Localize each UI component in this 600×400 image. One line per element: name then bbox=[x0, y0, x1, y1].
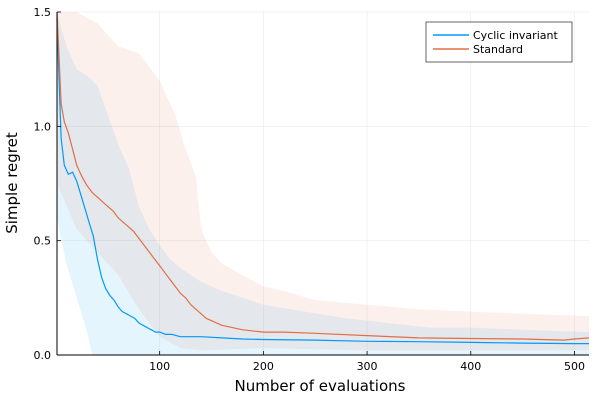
band-series-0 bbox=[57, 12, 589, 355]
y-tick-label: 1.0 bbox=[34, 120, 52, 133]
x-tick-label: 200 bbox=[253, 360, 274, 373]
x-ticks: 100 200 300 400 500 bbox=[149, 351, 585, 373]
x-tick-label: 300 bbox=[357, 360, 378, 373]
confidence-bands bbox=[57, 12, 589, 355]
line-series-1 bbox=[56, 11, 590, 341]
y-ticks: 0.0 0.5 1.0 1.5 bbox=[34, 6, 61, 362]
legend: Cyclic invariant Standard bbox=[425, 21, 573, 63]
legend-label-standard: Standard bbox=[473, 43, 523, 56]
y-tick-label: 0.0 bbox=[34, 349, 52, 362]
band-series-1 bbox=[57, 12, 589, 351]
y-tick-label: 0.5 bbox=[34, 235, 52, 248]
legend-box bbox=[425, 21, 573, 63]
x-tick-label: 100 bbox=[149, 360, 170, 373]
series-lines bbox=[56, 11, 590, 345]
axes bbox=[56, 12, 589, 356]
y-axis-label: Simple regret bbox=[3, 132, 21, 234]
x-axis-label: Number of evaluations bbox=[235, 377, 406, 395]
x-tick-label: 400 bbox=[460, 360, 481, 373]
legend-label-cyclic-invariant: Cyclic invariant bbox=[473, 29, 558, 42]
line-series-0 bbox=[56, 18, 589, 345]
y-tick-label: 1.5 bbox=[34, 6, 52, 19]
x-tick-label: 500 bbox=[564, 360, 585, 373]
